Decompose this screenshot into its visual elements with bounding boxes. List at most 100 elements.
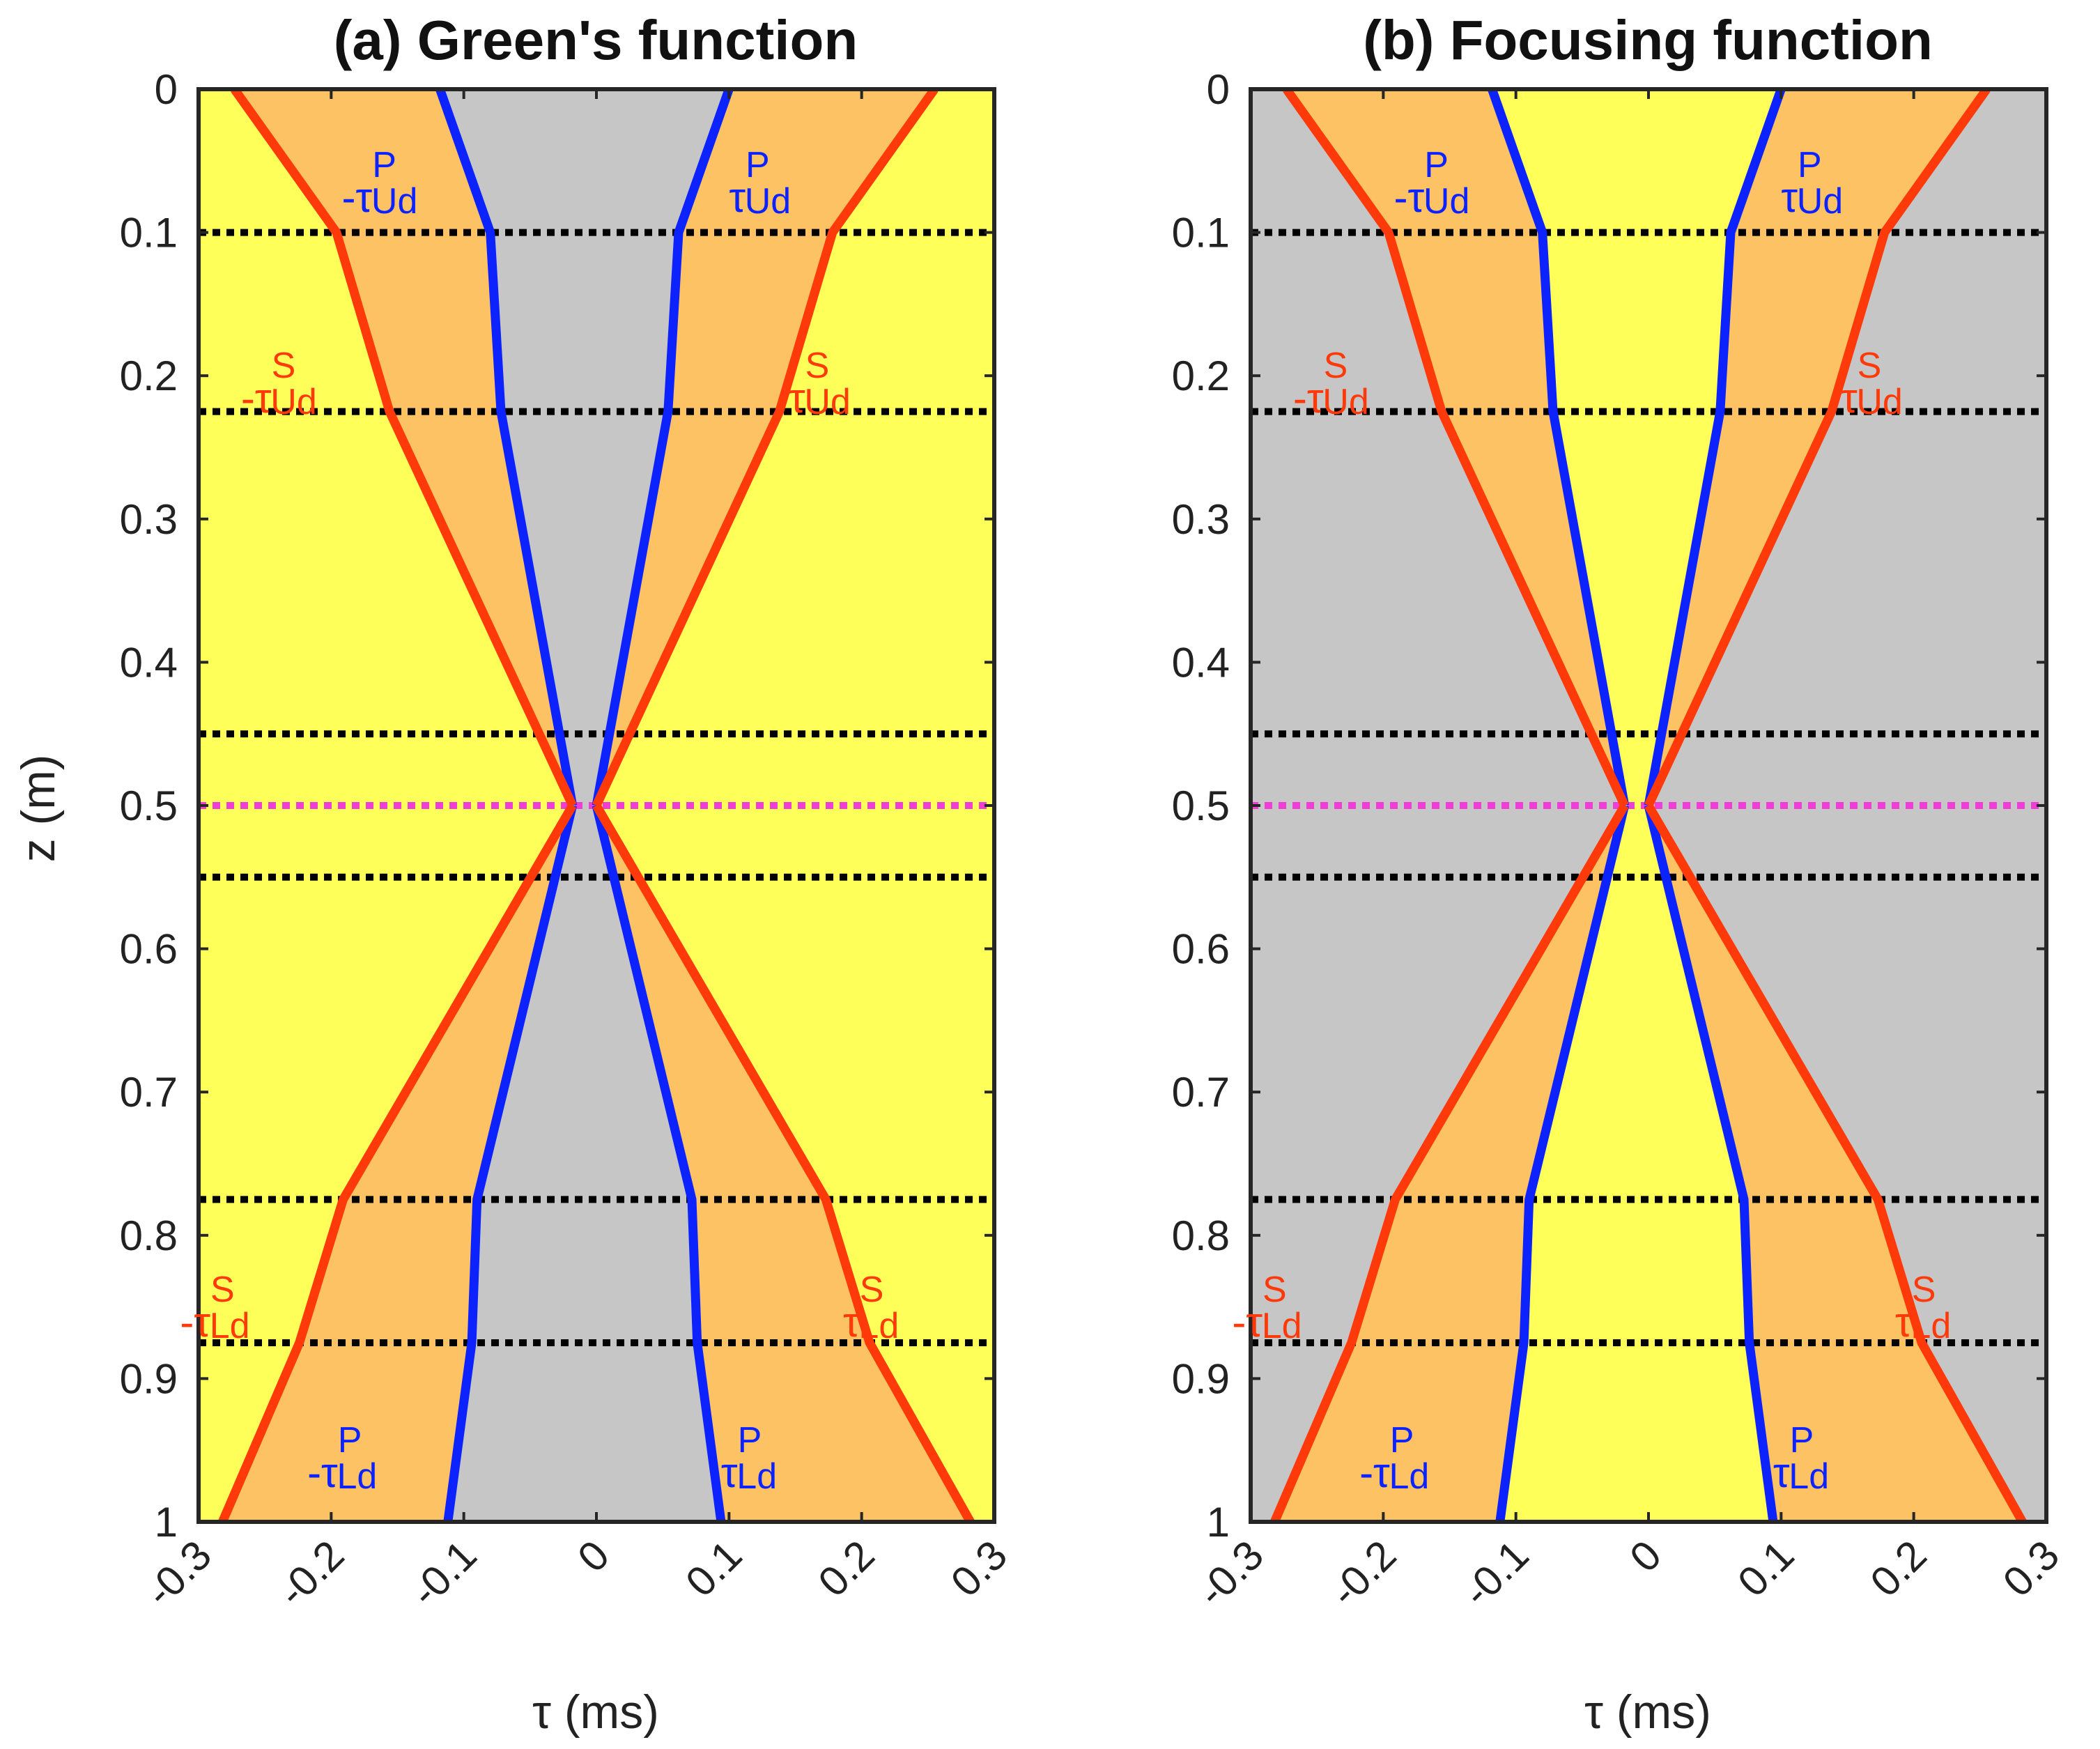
- curve-neg-tau-P-Ud: [1488, 89, 1630, 807]
- y-tick-label: 1: [1207, 1499, 1230, 1546]
- annotation-superscript: S: [1324, 346, 1348, 386]
- curve-annotation: -τP Ld: [1359, 1420, 1429, 1497]
- curve-neg-tau-P-Ld: [1495, 804, 1630, 1522]
- annotation-base: τ: [1895, 1299, 1912, 1346]
- annotation-superscript: S: [1912, 1270, 1936, 1310]
- annotation-base: -τ: [1232, 1299, 1263, 1346]
- curve-neg-tau-S-Ud: [1283, 89, 1629, 808]
- annotation-subscript: Ud: [371, 181, 417, 222]
- annotation-superscript: P: [1390, 1420, 1414, 1461]
- annotation-subscript: Ud: [1797, 181, 1843, 222]
- y-tick-label: 0.7: [120, 1069, 178, 1116]
- y-tick-label: 0.6: [1172, 926, 1230, 973]
- lower-p-region: [447, 806, 721, 1522]
- x-tick-label: 0.1: [1729, 1532, 1802, 1605]
- annotation-superscript: P: [746, 145, 770, 185]
- annotation-base: -τ: [1359, 1449, 1390, 1496]
- curve-tau-S-Ud: [592, 89, 939, 808]
- y-tick-label: 0.3: [1172, 496, 1230, 543]
- annotation-superscript: S: [1858, 346, 1882, 386]
- annotation-superscript: P: [372, 145, 396, 185]
- x-tick-label: -0.2: [1321, 1532, 1405, 1615]
- annotation-base: -τ: [342, 174, 373, 221]
- annotation-superscript: P: [1798, 145, 1822, 185]
- curve-annotation: τS Ld: [1895, 1270, 1951, 1346]
- annotation-base: -τ: [307, 1449, 338, 1496]
- curve-annotation: τP Ld: [1773, 1420, 1829, 1497]
- annotation-subscript: Ld: [858, 1306, 899, 1346]
- annotation-superscript: S: [210, 1270, 235, 1310]
- annotation-base: τ: [1781, 174, 1798, 221]
- upper-p-region: [1492, 89, 1782, 806]
- curve-annotation: τS Ud: [1841, 346, 1903, 422]
- x-tick-label: -0.2: [269, 1532, 353, 1615]
- curve-annotation: τP Ld: [721, 1420, 777, 1497]
- annotation-subscript: Ld: [1389, 1456, 1429, 1497]
- annotation-base: τ: [843, 1299, 860, 1346]
- annotation-superscript: S: [805, 346, 830, 386]
- annotation-superscript: S: [272, 346, 296, 386]
- curve-annotation: -τS Ld: [180, 1270, 249, 1346]
- y-tick-label: 0: [1207, 66, 1230, 113]
- y-tick-label: 0.3: [120, 496, 178, 543]
- curve-tau-S-Ld: [1644, 803, 2027, 1522]
- x-tick-label: -0.3: [137, 1532, 220, 1615]
- curve-annotation: τP Ud: [1781, 145, 1843, 222]
- x-tick-label: 0.2: [1861, 1532, 1935, 1605]
- curve-tau-S-Ud: [1644, 89, 1991, 808]
- upper-p-region: [440, 89, 729, 806]
- annotation-base: τ: [1773, 1449, 1790, 1496]
- annotation-base: τ: [721, 1449, 738, 1496]
- y-tick-label: 0.9: [1172, 1355, 1230, 1402]
- y-tick-label: 0.1: [120, 210, 178, 256]
- annotation-subscript: Ld: [210, 1306, 250, 1346]
- y-tick-label: 0: [155, 66, 178, 113]
- annotation-base: τ: [789, 375, 805, 422]
- y-tick-label: 0.1: [1172, 210, 1230, 256]
- curve-neg-tau-S-Ud: [231, 89, 577, 808]
- curve-annotation: -τP Ud: [1394, 145, 1470, 222]
- curve-tau-P-Ld: [1644, 804, 1778, 1522]
- y-tick-label: 0.2: [1172, 353, 1230, 399]
- y-tick-label: 0.7: [1172, 1069, 1230, 1116]
- annotation-subscript: Ud: [804, 382, 850, 422]
- annotation-subscript: Ld: [1910, 1306, 1951, 1346]
- annotation-superscript: P: [1424, 145, 1449, 185]
- y-tick-label: 0.2: [120, 353, 178, 399]
- curve-annotation: -τP Ud: [342, 145, 418, 222]
- annotation-base: -τ: [241, 375, 272, 422]
- x-tick-label: 0.2: [809, 1532, 883, 1605]
- y-tick-label: 0.4: [120, 639, 178, 686]
- annotation-base: τ: [729, 174, 746, 221]
- panel-a-greens-function: (a) Green's function τ (ms) z (m) 0 0.1 0.…: [12, 9, 1016, 1739]
- y-tick-label: 0.4: [1172, 639, 1230, 686]
- annotation-subscript: Ud: [270, 382, 316, 422]
- curve-annotation: -τS Ud: [241, 346, 317, 422]
- x-tick-label: 0.3: [1994, 1532, 2068, 1605]
- x-tick-label: 0: [569, 1532, 618, 1581]
- panel-title: (a) Green's function: [334, 9, 858, 71]
- annotation-subscript: Ld: [1262, 1306, 1302, 1346]
- curve-tau-P-Ld: [592, 804, 726, 1522]
- y-tick-label: 0.6: [120, 926, 178, 973]
- curve-neg-tau-S-Ld: [1270, 803, 1629, 1522]
- curve-annotation: -τS Ud: [1293, 346, 1369, 422]
- x-tick-label: -0.1: [401, 1532, 485, 1615]
- curve-tau-P-Ud: [1644, 89, 1786, 807]
- annotation-subscript: Ld: [1789, 1456, 1829, 1497]
- y-tick-label: 0.5: [1172, 783, 1230, 829]
- annotation-subscript: Ld: [736, 1456, 777, 1497]
- annotation-subscript: Ud: [1856, 382, 1902, 422]
- curve-tau-S-Ld: [592, 803, 975, 1522]
- y-tick-label: 0.5: [120, 783, 178, 829]
- x-tick-label: -0.1: [1453, 1532, 1537, 1615]
- annotation-superscript: P: [1790, 1420, 1814, 1461]
- x-axis-label: τ (ms): [1584, 1686, 1711, 1739]
- annotation-subscript: Ud: [1423, 181, 1469, 222]
- lower-p-region: [1499, 806, 1773, 1522]
- curve-annotation: -τS Ld: [1232, 1270, 1302, 1346]
- x-tick-label: 0: [1621, 1532, 1670, 1581]
- annotation-superscript: P: [738, 1420, 762, 1461]
- y-tick-label: 0.9: [120, 1355, 178, 1402]
